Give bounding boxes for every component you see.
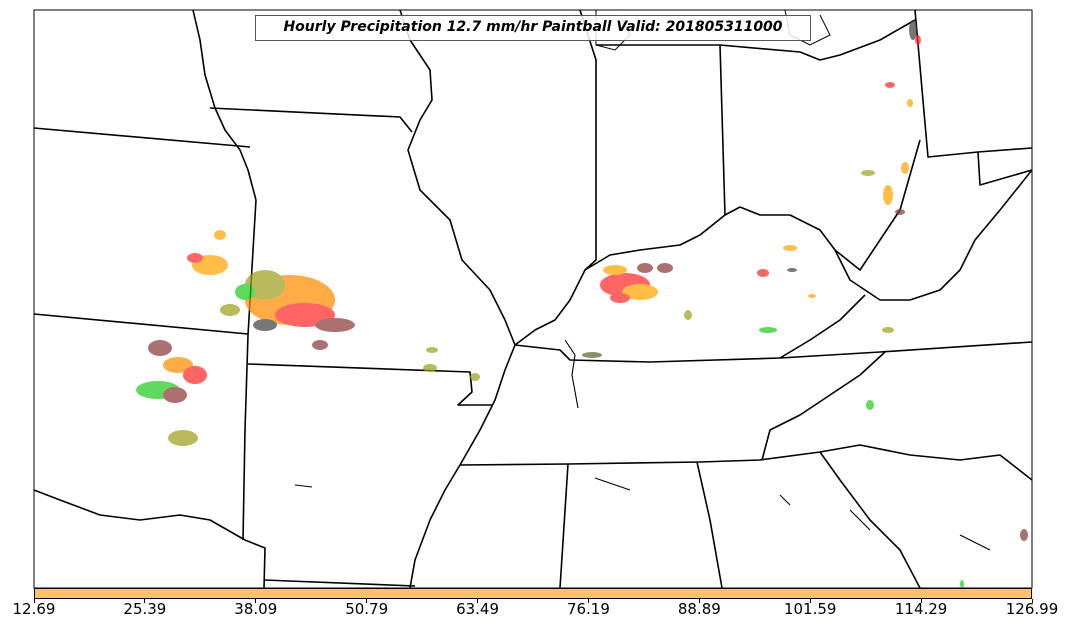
border-mo-ar (247, 363, 492, 406)
precip-blob (909, 20, 917, 40)
colorbar-tickmark (587, 599, 589, 603)
precip-blob (657, 263, 673, 273)
precip-blob (1020, 529, 1028, 541)
border-ms-al (559, 463, 569, 589)
colorbar-tick-label: 101.59 (783, 600, 837, 618)
border-wv-md (977, 151, 1033, 186)
precip-blob (582, 352, 602, 358)
lake-1 (294, 484, 313, 488)
border-ok-tx (33, 489, 266, 589)
colorbar-tick-label: 12.69 (12, 600, 56, 618)
colorbar-tick-label: 126.99 (1005, 600, 1059, 618)
precip-blob (610, 293, 630, 303)
border-ky-tn (514, 341, 1033, 363)
precip-blob (220, 304, 240, 316)
border-ks-ok (33, 313, 249, 335)
colorbar-tickmark (1031, 599, 1033, 603)
precip-blob (787, 268, 797, 272)
colorbar-tick-label: 88.89 (677, 600, 721, 618)
border-al-ga (696, 461, 723, 589)
precip-blob (183, 366, 207, 384)
precip-blob (783, 245, 797, 251)
ohio-river-west (514, 206, 741, 346)
precip-blob (907, 99, 913, 107)
colorbar (34, 588, 1032, 599)
colorbar-tick-label: 38.09 (234, 600, 278, 618)
colorbar-tickmark (477, 599, 479, 603)
precip-blob (163, 357, 193, 373)
precip-blob (603, 265, 627, 275)
colorbar-tickmark (809, 599, 811, 603)
border-ia-mo (209, 107, 413, 133)
border-oh-pa (914, 9, 1033, 158)
map-frame (33, 9, 1033, 589)
colorbar-tick-label: 50.79 (345, 600, 389, 618)
precip-blob (253, 319, 277, 331)
border-ne-ks (33, 127, 251, 148)
border-ks-mo (242, 199, 257, 541)
precip-blob (426, 347, 438, 353)
precip-blob (759, 327, 777, 333)
map-title-box: Hourly Precipitation 12.7 mm/hr Paintbal… (255, 15, 811, 41)
mississippi-river (399, 9, 516, 589)
border-mi (596, 19, 916, 61)
precip-blob (312, 340, 328, 350)
precip-blob (960, 580, 964, 588)
state-borders (33, 9, 1033, 589)
lakes (294, 339, 991, 551)
lake-4 (849, 509, 871, 531)
precip-blob (883, 185, 893, 205)
border-tn-nc (761, 351, 886, 461)
map-title: Hourly Precipitation 12.7 mm/hr Paintbal… (283, 19, 783, 35)
precip-blob (808, 294, 816, 298)
colorbar-tickmark (144, 599, 146, 603)
border-wv-va (834, 169, 1033, 301)
precip-blob (684, 310, 692, 320)
precip-blob (861, 170, 875, 176)
border-ar-la (263, 579, 416, 587)
colorbar-tick-label: 76.19 (566, 600, 610, 618)
precip-blob (882, 327, 894, 333)
precip-blob (235, 284, 255, 300)
colorbar-tick-label: 114.29 (894, 600, 948, 618)
precip-blobs (136, 20, 1028, 588)
precip-blob (168, 430, 198, 446)
border-nc-sc (819, 444, 1033, 481)
precip-blob (637, 263, 653, 273)
colorbar-tickmark (920, 599, 922, 603)
precip-blob (915, 35, 921, 45)
colorbar-tickmark (255, 599, 257, 603)
lake-3 (779, 494, 791, 506)
precip-blob (187, 253, 203, 263)
kentucky-lake (564, 339, 579, 409)
colorbar-tick-label: 25.39 (123, 600, 167, 618)
border-ky-va (779, 294, 866, 359)
precip-blob (148, 340, 172, 356)
colorbar-tickmark (33, 599, 35, 603)
lake-5 (959, 534, 991, 551)
precip-blob (423, 364, 437, 372)
precip-blob (885, 82, 895, 88)
precip-blob (315, 318, 355, 332)
precip-blob (866, 400, 874, 410)
precip-blob (245, 270, 285, 300)
border-ga-sc (819, 451, 921, 589)
lake-2 (594, 477, 631, 491)
precip-blob (214, 230, 226, 240)
precip-blob (895, 209, 905, 215)
precip-blob (901, 162, 909, 174)
precip-blob (163, 387, 187, 403)
colorbar-tick-label: 63.49 (456, 600, 500, 618)
colorbar-tickmark (698, 599, 700, 603)
precip-blob (470, 373, 480, 381)
precip-blob (622, 284, 658, 300)
colorbar-tickmark (366, 599, 368, 603)
border-tn-south (459, 451, 821, 466)
border-in-oh (719, 44, 726, 216)
missouri-river (192, 9, 257, 201)
precip-blob (757, 269, 769, 277)
